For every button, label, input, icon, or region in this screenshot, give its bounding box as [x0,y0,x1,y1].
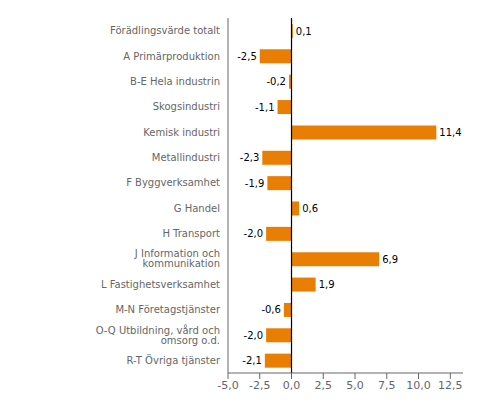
svg-text:-2,0: -2,0 [244,228,264,239]
svg-text:L Fastighetsverksamhet: L Fastighetsverksamhet [101,279,220,290]
svg-text:G Handel: G Handel [174,203,220,214]
svg-text:B-E Hela industrin: B-E Hela industrin [130,76,220,87]
svg-text:0,1: 0,1 [296,26,312,37]
svg-text:H Transport: H Transport [162,228,220,239]
svg-text:-2,0: -2,0 [244,330,264,341]
svg-text:-2,5: -2,5 [249,379,270,392]
svg-text:-2,1: -2,1 [242,355,262,366]
svg-text:Förädlingsvärde totalt: Förädlingsvärde totalt [110,25,220,36]
svg-text:0,0: 0,0 [283,379,301,392]
svg-text:-1,1: -1,1 [255,102,275,113]
svg-text:6,9: 6,9 [382,254,398,265]
svg-text:-2,3: -2,3 [240,152,260,163]
svg-text:11,4: 11,4 [439,127,461,138]
svg-text:1,9: 1,9 [319,279,335,290]
svg-text:Metallindustri: Metallindustri [152,152,220,163]
svg-text:M-N Företagstjänster: M-N Företagstjänster [115,304,221,315]
svg-text:5,0: 5,0 [346,379,364,392]
svg-text:Skogsindustri: Skogsindustri [153,101,220,112]
svg-text:R-T Övriga tjänster: R-T Övriga tjänster [127,354,221,366]
svg-text:A Primärproduktion: A Primärproduktion [123,51,220,62]
svg-text:2,5: 2,5 [315,379,333,392]
svg-text:12,5: 12,5 [438,379,463,392]
svg-text:-0,2: -0,2 [266,76,286,87]
svg-text:O-Q Utbildning, vård ochomsorg: O-Q Utbildning, vård ochomsorg o.d. [96,324,220,346]
svg-text:-1,9: -1,9 [245,178,265,189]
svg-text:0,6: 0,6 [302,203,318,214]
svg-text:10,0: 10,0 [406,379,431,392]
svg-text:F Byggverksamhet: F Byggverksamhet [126,177,220,188]
svg-text:7,5: 7,5 [378,379,396,392]
svg-text:Kemisk industri: Kemisk industri [143,127,220,138]
svg-text:-5,0: -5,0 [217,379,238,392]
svg-text:-2,5: -2,5 [237,51,257,62]
svg-text:J Information ochkommunikation: J Information ochkommunikation [134,248,220,269]
svg-text:-0,6: -0,6 [261,304,281,315]
